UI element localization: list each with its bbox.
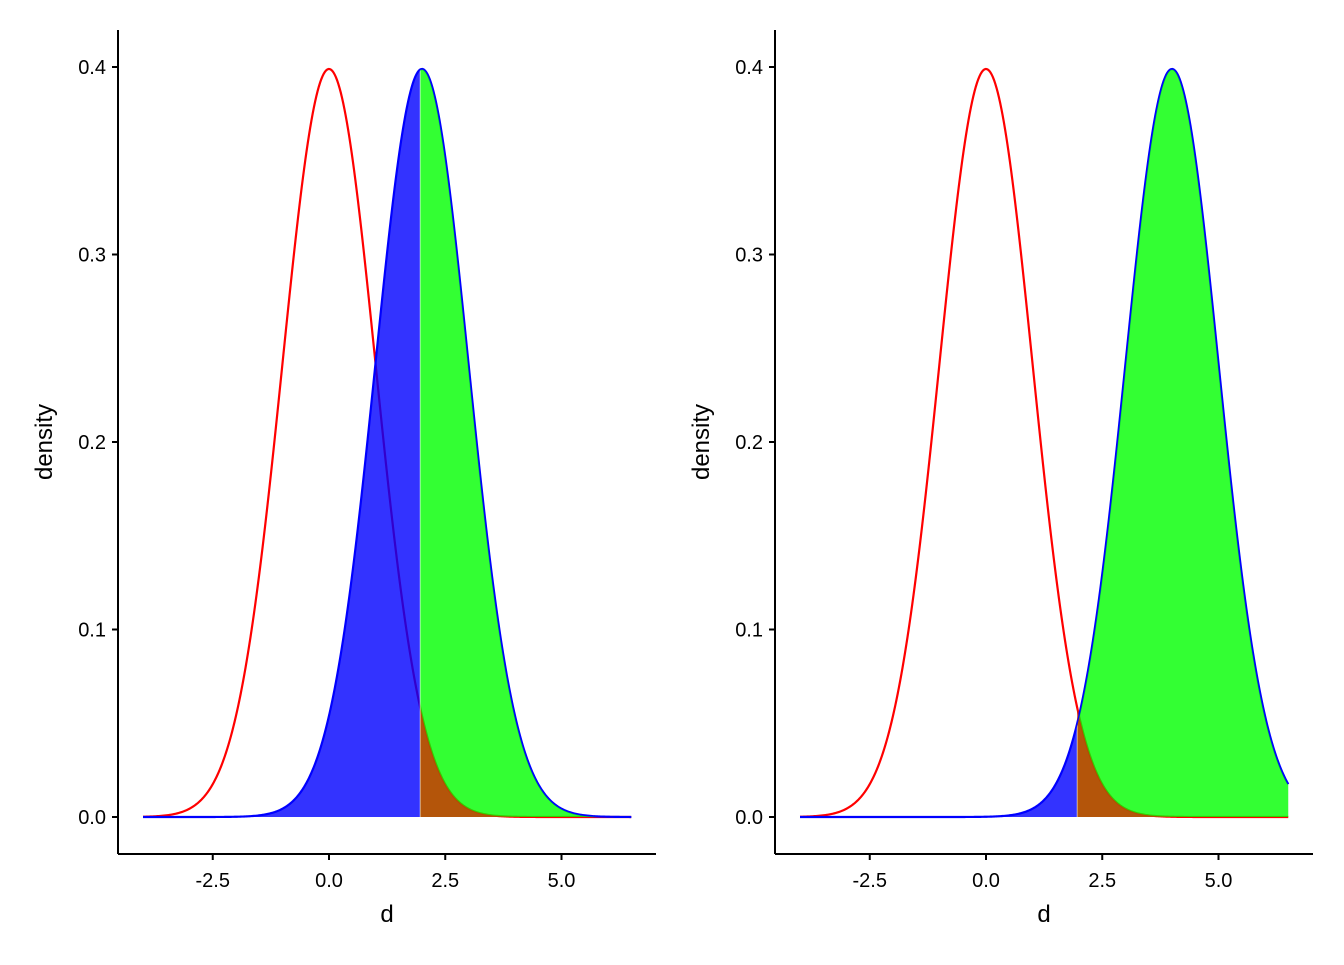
y-tick-label: 0.1 bbox=[735, 620, 763, 642]
y-tick-label: 0.4 bbox=[78, 57, 106, 79]
density-outline-alternative bbox=[800, 68, 1289, 818]
x-tick-label: 0.0 bbox=[972, 870, 1000, 892]
x-axis-title: d bbox=[1037, 901, 1050, 928]
y-tick-label: 0.1 bbox=[78, 620, 106, 642]
x-tick-label: 2.5 bbox=[431, 870, 459, 892]
area-beta bbox=[800, 723, 1078, 817]
y-tick-label: 0.0 bbox=[735, 807, 763, 829]
panel-1: 0.0 0.1 0.2 0.3 0.4 -2.5 0.0 2.5 5.0 d density bbox=[31, 30, 656, 928]
y-tick-label: 0.3 bbox=[735, 245, 763, 267]
area-beta bbox=[143, 69, 421, 817]
y-tick-label: 0.0 bbox=[78, 807, 106, 829]
y-axis-title: density bbox=[688, 404, 715, 480]
area-power bbox=[1077, 68, 1289, 818]
x-tick-label: -2.5 bbox=[853, 870, 887, 892]
area-power bbox=[420, 68, 632, 817]
y-tick-label: 0.2 bbox=[735, 432, 763, 454]
x-tick-label: 5.0 bbox=[548, 870, 576, 892]
area-alpha bbox=[420, 707, 632, 817]
area-alpha bbox=[1077, 707, 1289, 817]
y-tick-label: 0.4 bbox=[735, 57, 763, 79]
x-axis-title: d bbox=[380, 901, 393, 928]
x-tick-label: -2.5 bbox=[196, 870, 230, 892]
x-tick-label: 5.0 bbox=[1205, 870, 1233, 892]
y-axis-title: density bbox=[31, 404, 58, 480]
y-tick-label: 0.2 bbox=[78, 432, 106, 454]
density-outline-alternative bbox=[143, 68, 632, 818]
y-tick-label: 0.3 bbox=[78, 245, 106, 267]
panel-2: 0.0 0.1 0.2 0.3 0.4 -2.5 0.0 2.5 5.0 d density bbox=[688, 30, 1313, 928]
x-tick-label: 2.5 bbox=[1088, 870, 1116, 892]
x-tick-label: 0.0 bbox=[315, 870, 343, 892]
